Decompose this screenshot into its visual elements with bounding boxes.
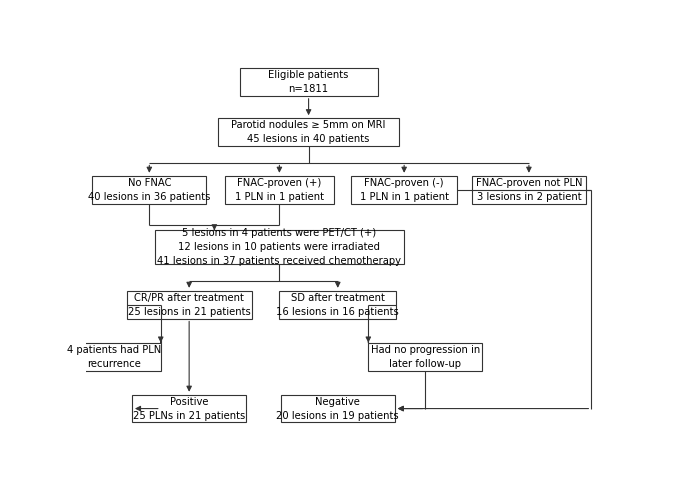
Text: 4 patients had PLN
recurrence: 4 patients had PLN recurrence bbox=[67, 345, 162, 369]
Text: FNAC-proven (+)
1 PLN in 1 patient: FNAC-proven (+) 1 PLN in 1 patient bbox=[235, 177, 324, 201]
FancyBboxPatch shape bbox=[240, 68, 377, 96]
FancyBboxPatch shape bbox=[92, 175, 206, 203]
FancyBboxPatch shape bbox=[225, 175, 334, 203]
FancyBboxPatch shape bbox=[281, 395, 395, 423]
Text: No FNAC
40 lesions in 36 patients: No FNAC 40 lesions in 36 patients bbox=[88, 177, 210, 201]
FancyBboxPatch shape bbox=[127, 291, 251, 319]
Text: Negative
20 lesions in 19 patients: Negative 20 lesions in 19 patients bbox=[277, 397, 399, 421]
FancyBboxPatch shape bbox=[155, 230, 404, 264]
FancyBboxPatch shape bbox=[351, 175, 457, 203]
FancyBboxPatch shape bbox=[472, 175, 586, 203]
Text: FNAC-proven (-)
1 PLN in 1 patient: FNAC-proven (-) 1 PLN in 1 patient bbox=[360, 177, 449, 201]
Text: CR/PR after treatment
25 lesions in 21 patients: CR/PR after treatment 25 lesions in 21 p… bbox=[128, 293, 251, 317]
Text: FNAC-proven not PLN
3 lesions in 2 patient: FNAC-proven not PLN 3 lesions in 2 patie… bbox=[475, 177, 582, 201]
Text: Positive
25 PLNs in 21 patients: Positive 25 PLNs in 21 patients bbox=[133, 397, 245, 421]
FancyBboxPatch shape bbox=[219, 118, 399, 146]
Text: 5 lesions in 4 patients were PET/CT (+)
12 lesions in 10 patients were irradiate: 5 lesions in 4 patients were PET/CT (+) … bbox=[158, 228, 401, 266]
FancyBboxPatch shape bbox=[132, 395, 246, 423]
Text: Had no progression in
later follow-up: Had no progression in later follow-up bbox=[371, 345, 480, 369]
Text: Parotid nodules ≥ 5mm on MRI
45 lesions in 40 patients: Parotid nodules ≥ 5mm on MRI 45 lesions … bbox=[232, 120, 386, 144]
FancyBboxPatch shape bbox=[279, 291, 396, 319]
FancyBboxPatch shape bbox=[68, 343, 161, 371]
FancyBboxPatch shape bbox=[369, 343, 482, 371]
Text: SD after treatment
16 lesions in 16 patients: SD after treatment 16 lesions in 16 pati… bbox=[277, 293, 399, 317]
Text: Eligible patients
n=1811: Eligible patients n=1811 bbox=[269, 70, 349, 94]
